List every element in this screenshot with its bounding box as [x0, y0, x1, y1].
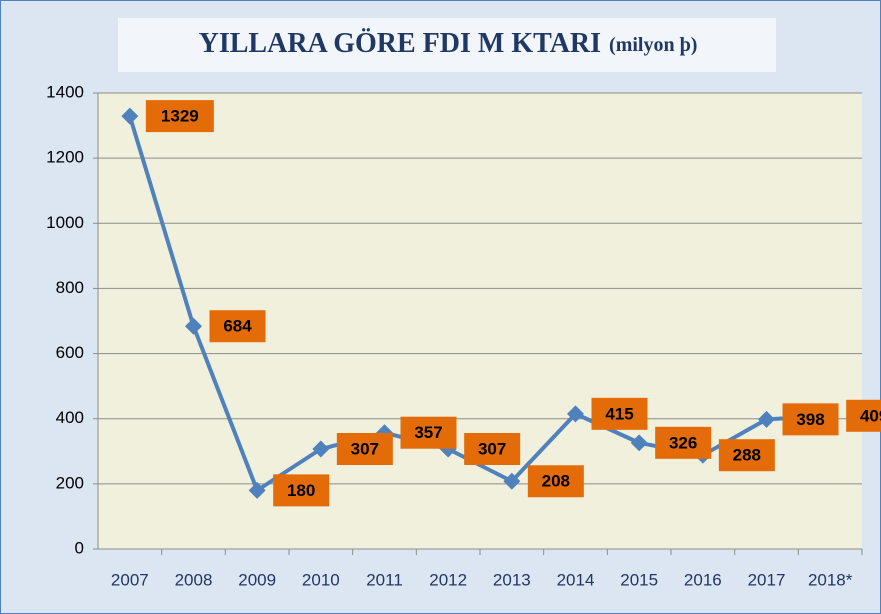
data-label-box	[846, 399, 881, 432]
marker	[630, 434, 648, 452]
data-label-box	[464, 433, 521, 466]
marker	[185, 317, 202, 335]
x-tick-label: 2008	[175, 570, 213, 589]
data-label-box	[145, 100, 214, 133]
y-tick-label: 1000	[46, 213, 84, 232]
x-tick-label: 2010	[302, 570, 340, 589]
y-tick-label: 1200	[46, 148, 84, 167]
x-tick-label: 2015	[620, 570, 658, 589]
data-label-box	[782, 403, 839, 436]
marker	[758, 410, 775, 428]
data-label-box	[591, 397, 648, 430]
x-tick-label: 2009	[238, 570, 276, 589]
data-label-box	[400, 416, 457, 449]
y-tick-label: 600	[56, 343, 84, 362]
data-label: 288	[733, 446, 761, 465]
data-label-box	[209, 310, 266, 343]
data-label-box	[655, 426, 712, 459]
y-tick-label: 200	[56, 473, 84, 492]
x-tick-label: 2013	[493, 570, 531, 589]
marker	[312, 440, 330, 458]
data-label: 415	[605, 404, 633, 423]
data-label: 684	[223, 317, 252, 336]
x-tick-label: 2007	[111, 570, 149, 589]
line	[127, 115, 831, 493]
data-label: 326	[669, 433, 697, 452]
y-tick-label: 400	[56, 408, 84, 427]
marker	[567, 405, 584, 423]
chart-title: YILLARA GÖRE FDI M KTARI (milyon þ)	[199, 28, 698, 59]
data-label: 307	[351, 439, 379, 458]
y-tick-label: 0	[75, 538, 84, 557]
data-label-box	[273, 474, 330, 507]
data-label-box	[336, 433, 393, 466]
x-tick-label: 2014	[557, 570, 595, 589]
x-tick-label: 2016	[684, 570, 722, 589]
data-label: 1329	[161, 107, 199, 126]
data-label-box	[718, 439, 775, 472]
title-box	[118, 18, 776, 72]
data-label: 208	[542, 472, 570, 491]
marker	[503, 472, 521, 490]
data-label: 409	[860, 406, 881, 425]
y-tick-label: 800	[56, 278, 84, 297]
x-tick-label: 2011	[366, 570, 403, 589]
data-label: 398	[796, 410, 824, 429]
x-tick-label: 2012	[429, 570, 467, 589]
data-label-box	[527, 465, 584, 498]
data-label: 307	[478, 439, 506, 458]
data-label: 180	[287, 481, 315, 500]
y-tick-label: 1400	[46, 82, 84, 101]
x-tick-label: 2017	[748, 570, 786, 589]
marker	[121, 107, 139, 125]
x-tick-label: 2018*	[808, 570, 853, 589]
data-label: 357	[414, 423, 442, 442]
marker	[248, 481, 266, 499]
